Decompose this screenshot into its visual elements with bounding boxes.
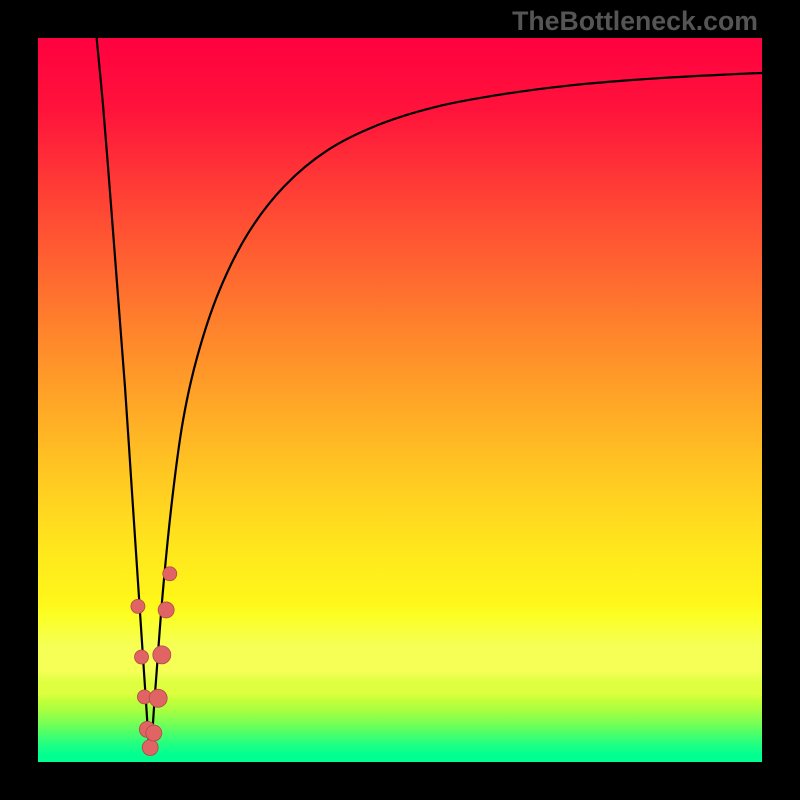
data-marker bbox=[158, 602, 174, 618]
data-marker bbox=[149, 689, 167, 707]
watermark-text: TheBottleneck.com bbox=[512, 6, 758, 37]
data-marker bbox=[153, 646, 171, 664]
data-marker bbox=[146, 725, 162, 741]
data-marker bbox=[131, 599, 145, 613]
data-marker bbox=[142, 740, 158, 756]
data-marker bbox=[135, 650, 149, 664]
curve-layer bbox=[38, 38, 762, 762]
data-marker bbox=[163, 567, 177, 581]
bottleneck-curve bbox=[96, 38, 762, 749]
plot-area bbox=[38, 38, 762, 762]
chart-frame: TheBottleneck.com bbox=[0, 0, 800, 800]
